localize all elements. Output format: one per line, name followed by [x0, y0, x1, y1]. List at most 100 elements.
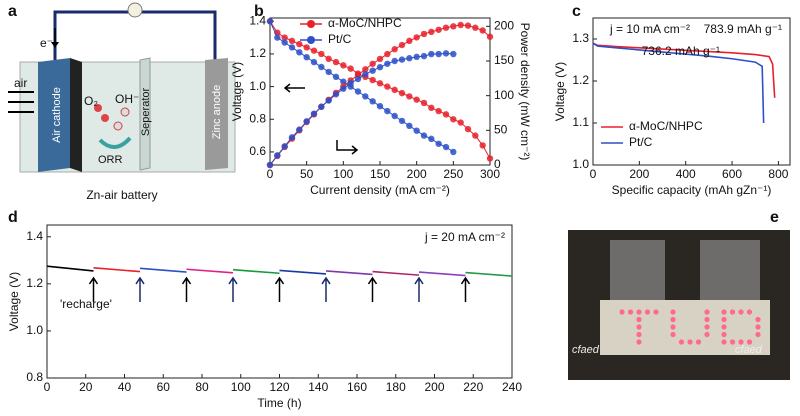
data-point [362, 93, 369, 100]
data-point [420, 99, 428, 107]
data-point [376, 64, 384, 71]
data-point [362, 70, 369, 78]
data-point [442, 50, 450, 57]
x-axis-label: Time (h) [257, 396, 301, 410]
recharge-arrow [367, 276, 378, 302]
axis-arrow [336, 140, 359, 155]
y2-tick-label: 50 [494, 123, 508, 137]
led [746, 339, 753, 345]
led [678, 339, 685, 345]
y-tick-label: 0.8 [249, 111, 266, 125]
plot-frame [592, 17, 791, 166]
data-point [420, 52, 428, 60]
x-tick-label: 600 [722, 167, 742, 181]
x-tick-label: 800 [768, 167, 788, 181]
led [746, 309, 753, 315]
wire [53, 10, 217, 60]
cathode-edge [70, 58, 82, 172]
y-tick-label: 1.2 [249, 46, 266, 60]
led [704, 331, 710, 338]
molecule [101, 114, 109, 122]
data-point [376, 55, 384, 63]
x-tick-label: 40 [118, 380, 132, 394]
data-point [420, 30, 428, 38]
air-label: air [14, 76, 27, 90]
data-point [479, 27, 486, 34]
data-point [398, 117, 406, 125]
data-point [413, 96, 420, 103]
data-point [376, 80, 384, 87]
logo-text: cfaed [572, 344, 600, 356]
data-point [296, 126, 303, 133]
data-point [332, 91, 340, 98]
led [644, 309, 651, 315]
x-tick-label: 250 [443, 167, 463, 181]
anode-plate [205, 58, 228, 170]
data-point [472, 24, 479, 31]
recharge-arrow [228, 276, 238, 302]
data-point [369, 76, 376, 84]
led [738, 309, 744, 315]
led [704, 324, 710, 330]
data-point [310, 58, 318, 66]
data-point [325, 68, 332, 76]
data-point [450, 23, 457, 30]
series-line [372, 270, 420, 276]
series-line [139, 267, 187, 273]
led [721, 309, 727, 315]
panel-label: d [8, 209, 18, 226]
x-tick-label: 20 [79, 380, 93, 394]
y-tick-label: 1.0 [572, 157, 589, 171]
y2-tick-label: 0 [494, 157, 501, 171]
led [729, 339, 736, 345]
led-array [619, 309, 761, 345]
orr-label: ORR [98, 154, 123, 166]
data-point [428, 50, 435, 58]
recharge-arrow [274, 276, 285, 302]
data-point [398, 89, 406, 97]
data-point [442, 143, 450, 151]
logo-text: cfaed [735, 344, 763, 356]
y-tick-label: 1.0 [26, 323, 43, 337]
data-point [450, 116, 457, 123]
data-point [288, 37, 296, 45]
panel-label: e [770, 209, 779, 226]
panel-label: c [572, 3, 581, 20]
data-point [457, 21, 464, 29]
led [755, 316, 761, 323]
led [755, 331, 761, 338]
x-tick-label: 100 [333, 167, 353, 181]
data-point [435, 140, 442, 147]
data-point [332, 58, 340, 66]
led [695, 339, 702, 345]
led [721, 316, 727, 323]
data-point [376, 103, 384, 110]
data-point [464, 22, 472, 29]
y-tick-label: 1.1 [572, 115, 589, 129]
data-point [274, 152, 281, 159]
led [636, 324, 642, 330]
led [755, 324, 761, 330]
data-point [354, 75, 362, 83]
data-point [442, 24, 450, 31]
recharge-arrow [135, 276, 145, 302]
data-point [435, 107, 442, 115]
battery-case [700, 240, 760, 300]
cathode-label: Air cathode [51, 87, 63, 143]
data-point [310, 110, 318, 117]
led [687, 339, 693, 345]
y-tick-label: 0.6 [249, 144, 266, 158]
data-point [318, 63, 325, 71]
molecule [113, 121, 123, 131]
annotation: 736.2 mAh g⁻¹ [642, 44, 720, 58]
y-axis-label: Voltage (V) [553, 62, 567, 121]
data-point [442, 111, 450, 118]
data-point [340, 62, 347, 69]
data-point [347, 79, 354, 87]
x-tick-label: 400 [676, 167, 696, 181]
data-point [428, 135, 435, 143]
y-tick-label: 1.3 [572, 31, 589, 45]
led [653, 309, 659, 315]
led [729, 309, 736, 315]
data-point [472, 132, 479, 139]
